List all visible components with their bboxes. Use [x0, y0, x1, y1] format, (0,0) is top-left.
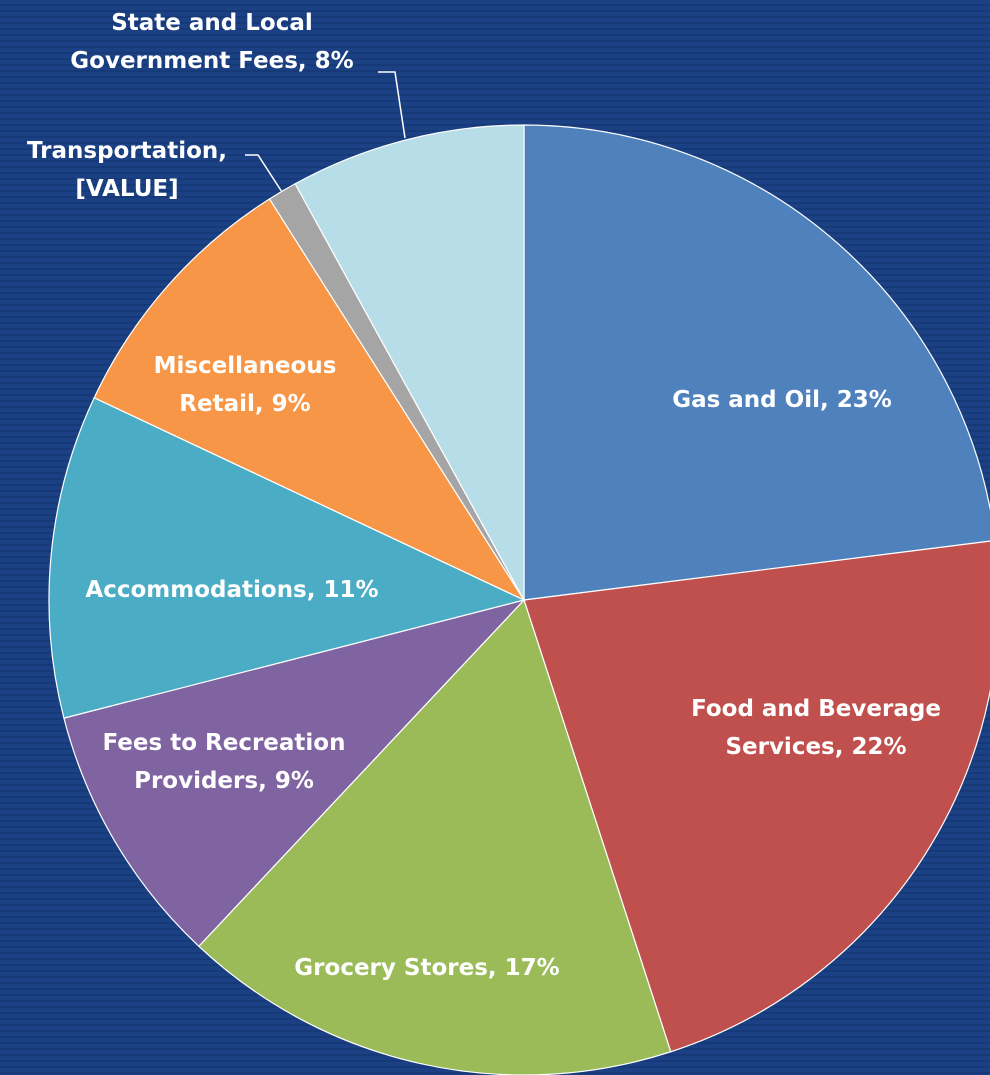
category-name: Miscellaneous Retail	[153, 353, 337, 417]
category-name: State and Local Government Fees	[70, 10, 313, 74]
data-label: Transportation, [VALUE]	[26, 138, 228, 202]
pie-slice	[93, 198, 526, 602]
category-name: Transportation	[26, 138, 219, 164]
category-name: Grocery Stores	[294, 955, 488, 981]
value-label: [VALUE]	[75, 176, 179, 202]
pie-slice	[294, 124, 525, 601]
data-label: Fees to Recreation Providers, 9%	[102, 730, 346, 794]
data-label: Miscellaneous Retail, 9%	[153, 353, 337, 417]
value-label: 17%	[504, 955, 560, 981]
value-label: 22%	[851, 734, 907, 760]
data-label: Food and Beverage Services, 22%	[691, 696, 941, 760]
category-name: Accommodations	[85, 577, 307, 603]
pie-slice	[523, 540, 990, 1053]
data-label: State and Local Government Fees, 8%	[70, 10, 354, 74]
data-label: Grocery Stores, 17%	[294, 955, 560, 981]
pie-slice	[63, 598, 526, 948]
pie-slice	[197, 598, 672, 1075]
value-label: 8%	[314, 48, 354, 74]
pie-slice	[48, 396, 526, 719]
data-label: Accommodations, 11%	[85, 577, 379, 603]
category-name: Gas and Oil	[672, 387, 820, 413]
category-name: Fees to Recreation Providers	[102, 730, 346, 794]
category-name: Food and Beverage Services	[691, 696, 941, 760]
value-label: 9%	[274, 768, 314, 794]
data-label: Gas and Oil, 23%	[672, 387, 892, 413]
leader-line	[378, 71, 406, 139]
value-label: 23%	[836, 387, 892, 413]
value-label: 11%	[323, 577, 379, 603]
value-label: 9%	[271, 391, 311, 417]
pie-slice	[523, 124, 990, 601]
leader-line	[245, 154, 283, 193]
